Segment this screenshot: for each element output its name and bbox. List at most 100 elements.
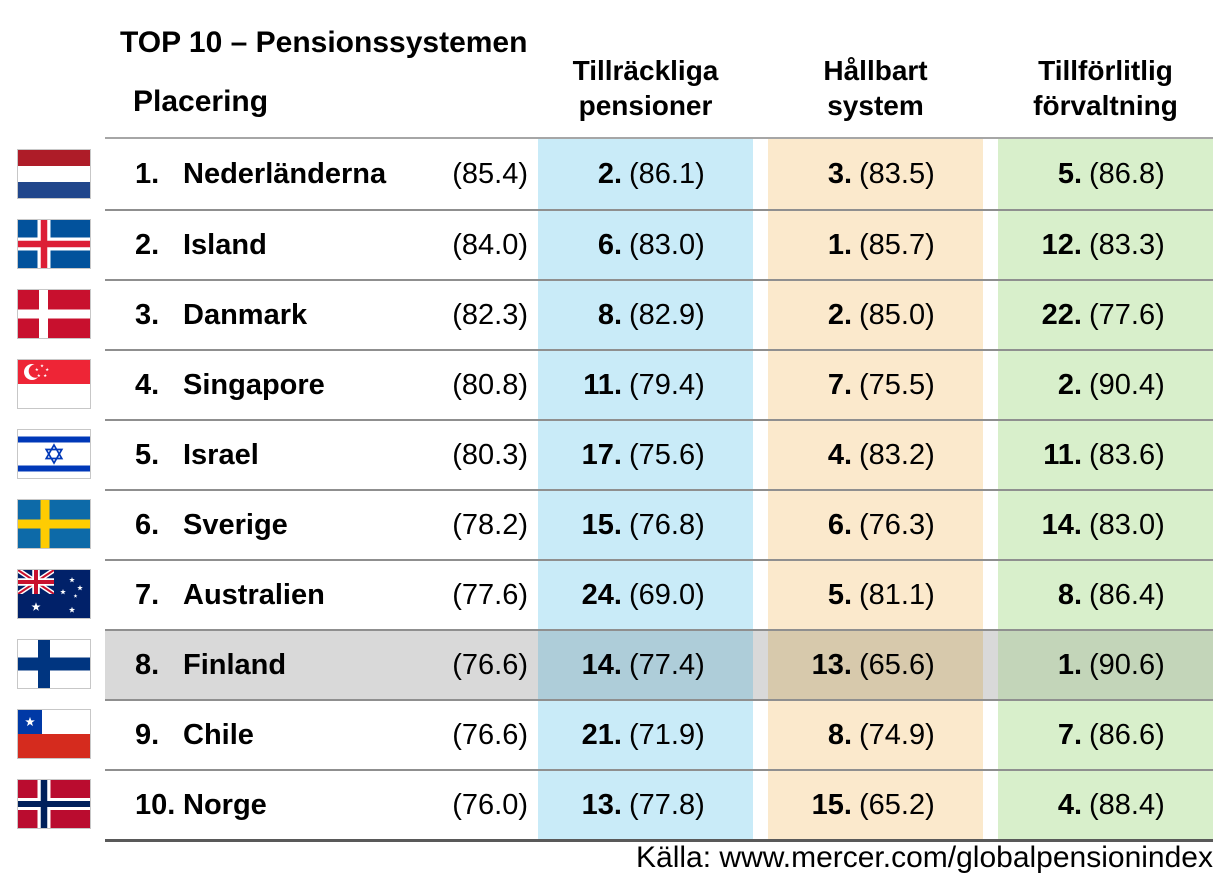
flag-singapore-icon (18, 360, 90, 408)
integrity-rank: 22. (1041, 298, 1082, 331)
adequacy-score: (77.4) (629, 648, 705, 681)
column-gap (983, 699, 998, 769)
country-rank: 4. (135, 368, 160, 401)
adequacy-score: (82.9) (629, 298, 705, 331)
adequacy-rank: 15. (581, 508, 622, 541)
country-score: (78.2) (452, 508, 528, 541)
row-header-label: Placering (133, 85, 269, 118)
adequacy-score: (75.6) (629, 438, 705, 471)
integrity-rank: 4. (1057, 788, 1082, 821)
column-gap (983, 769, 998, 839)
integrity-cell: 2. (90.4) (998, 349, 1213, 419)
integrity-cell: 22. (77.6) (998, 279, 1213, 349)
adequacy-rank: 14. (581, 648, 622, 681)
integrity-score: (90.4) (1089, 368, 1165, 401)
adequacy-cell: 6. (83.0) (538, 209, 753, 279)
sustainability-score: (83.5) (859, 157, 935, 190)
sustainability-cell: 8. (74.9) (768, 699, 983, 769)
source-credit: Källa: www.mercer.com/globalpensionindex (636, 841, 1213, 874)
placering-cell: 7. Australien (77.6) (105, 559, 538, 629)
country-rank: 2. (135, 228, 160, 261)
country-name: Danmark (183, 298, 308, 331)
column-gap (983, 559, 998, 629)
column-header-line: Hållbart (823, 55, 928, 86)
sustainability-rank: 5. (827, 578, 852, 611)
column-gap (983, 629, 998, 699)
column-gap (753, 559, 768, 629)
country-score: (76.6) (452, 718, 528, 751)
adequacy-score: (76.8) (629, 508, 705, 541)
country-name: Sverige (183, 508, 288, 541)
integrity-rank: 2. (1057, 368, 1082, 401)
adequacy-rank: 6. (597, 228, 622, 261)
sustainability-rank: 7. (827, 368, 852, 401)
sustainability-score: (85.0) (859, 298, 935, 331)
country-name: Israel (183, 438, 259, 471)
column-gap (983, 139, 998, 209)
flag-sweden-icon (18, 500, 90, 548)
country-name: Norge (183, 788, 267, 821)
integrity-cell: 14. (83.0) (998, 489, 1213, 559)
sustainability-rank: 1. (827, 228, 852, 261)
adequacy-cell: 13. (77.8) (538, 769, 753, 839)
adequacy-rank: 13. (581, 788, 622, 821)
column-gap (753, 349, 768, 419)
placering-cell: 1. Nederländerna (85.4) (105, 139, 538, 209)
sustainability-score: (83.2) (859, 438, 935, 471)
country-score: (85.4) (452, 157, 528, 190)
sustainability-score: (74.9) (859, 718, 935, 751)
rankings-table: 1. Nederländerna (85.4) 2. (86.1) 3. (83.5) 5.(… (105, 137, 1213, 842)
integrity-score: (86.6) (1089, 718, 1165, 751)
integrity-score: (83.6) (1089, 438, 1165, 471)
country-name: Nederländerna (183, 157, 387, 190)
column-gap (983, 279, 998, 349)
adequacy-cell: 15. (76.8) (538, 489, 753, 559)
column-header-line: förvaltning (1033, 90, 1178, 121)
column-gap (753, 419, 768, 489)
sustainability-cell: 7. (75.5) (768, 349, 983, 419)
placering-cell: 3. Danmark (82.3) (105, 279, 538, 349)
column-gap (983, 419, 998, 489)
country-rank: 9. (135, 718, 160, 751)
adequacy-cell: 24. (69.0) (538, 559, 753, 629)
adequacy-score: (79.4) (629, 368, 705, 401)
country-name: Island (183, 228, 267, 261)
adequacy-score: (71.9) (629, 718, 705, 751)
adequacy-rank: 8. (597, 298, 622, 331)
integrity-rank: 1. (1057, 648, 1082, 681)
country-rank: 8. (135, 648, 160, 681)
adequacy-rank: 21. (581, 718, 622, 751)
country-score: (76.0) (452, 788, 528, 821)
adequacy-cell: 17. (75.6) (538, 419, 753, 489)
adequacy-score: (86.1) (629, 157, 705, 190)
integrity-rank: 14. (1041, 508, 1082, 541)
adequacy-cell: 11. (79.4) (538, 349, 753, 419)
placering-cell: 5. Israel (80.3) (105, 419, 538, 489)
country-name: Finland (183, 648, 287, 681)
placering-cell: 6. Sverige (78.2) (105, 489, 538, 559)
placering-cell: 4. Singapore (80.8) (105, 349, 538, 419)
sustainability-cell: 3. (83.5) (768, 139, 983, 209)
column-header-integrity: Tillförlitlig förvaltning (998, 53, 1213, 123)
integrity-rank: 12. (1041, 228, 1082, 261)
integrity-rank: 5. (1057, 157, 1082, 190)
country-name: Singapore (183, 368, 325, 401)
flag-finland-icon (18, 640, 90, 688)
flag-israel-icon (18, 430, 90, 478)
flag-chile-icon (18, 710, 90, 758)
column-gap (753, 769, 768, 839)
sustainability-rank: 2. (827, 298, 852, 331)
placering-cell: 2. Island (84.0) (105, 209, 538, 279)
adequacy-rank: 2. (597, 157, 622, 190)
column-header-line: Tillförlitlig (1038, 55, 1173, 86)
column-header-line: pensioner (578, 90, 713, 121)
integrity-rank: 8. (1057, 578, 1082, 611)
flag-denmark-icon (18, 290, 90, 338)
country-score: (82.3) (452, 298, 528, 331)
adequacy-rank: 17. (581, 438, 622, 471)
country-score: (76.6) (452, 648, 528, 681)
adequacy-cell: 2. (86.1) (538, 139, 753, 209)
adequacy-cell: 8. (82.9) (538, 279, 753, 349)
column-header-adequacy: Tillräckliga pensioner (538, 53, 753, 123)
integrity-score: (90.6) (1089, 648, 1165, 681)
